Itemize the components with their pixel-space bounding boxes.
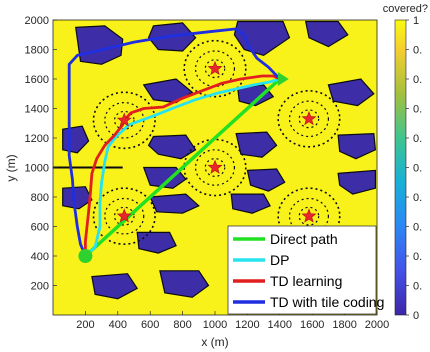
uncovered-region: [75, 25, 124, 65]
colorbar-label: covered?: [383, 3, 428, 15]
y-tick-label: 1600: [25, 74, 49, 86]
colorbar-tick-label: 0.: [413, 163, 422, 175]
x-tick-label: 2000: [365, 319, 389, 331]
colorbar-tick-label: 0.: [413, 74, 422, 86]
uncovered-region: [337, 132, 377, 160]
colorbar-tick-label: 0.: [413, 104, 422, 116]
x-tick-label: 1800: [332, 319, 356, 331]
base-stations: [116, 60, 317, 223]
coverage-ring: [104, 197, 145, 235]
y-axis-ticks: 200 400 600 800 1000 1200 1400 1600 1800 2000: [25, 15, 57, 293]
x-tick-label: 1400: [268, 319, 292, 331]
coverage-ring: [113, 110, 135, 130]
x-axis-ticks: 200 400 600 800 1000 1200 1400 1600 1800 2000: [76, 311, 389, 331]
coverage-ring: [194, 50, 236, 87]
uncovered-region: [246, 168, 286, 192]
x-tick-label: 200: [76, 319, 94, 331]
x-axis-label: x (m): [201, 335, 228, 349]
uncovered-region: [337, 169, 376, 195]
base-station-marker: [301, 208, 317, 223]
colorbar-tick-label: 0.: [413, 133, 422, 145]
uncovered-region: [304, 20, 349, 48]
legend-entry-label: TD learning: [270, 273, 342, 289]
uncovered-region: [147, 134, 197, 160]
series-line-td-with-tile-coding: [67, 27, 282, 258]
y-tick-label: 200: [31, 281, 49, 293]
uncovered-region: [91, 273, 139, 300]
x-tick-label: 1200: [235, 319, 259, 331]
y-tick-label: 1000: [25, 163, 49, 175]
uncovered-region: [159, 270, 210, 298]
start-marker: [78, 249, 93, 263]
y-tick-label: 1200: [25, 133, 49, 145]
uncovered-region: [327, 78, 375, 107]
x-tick-label: 400: [109, 319, 127, 331]
legend-entry-label: DP: [270, 252, 289, 268]
y-tick-label: 1800: [25, 45, 49, 57]
coverage-ring: [204, 158, 226, 177]
colorbar-tick-label: 0.: [413, 251, 422, 263]
series-line-direct-path: [83, 77, 282, 258]
legend-entry-label: TD with tile coding: [270, 294, 384, 310]
plot-area: [53, 20, 377, 315]
path-series: [67, 27, 289, 263]
colorbar-tick-label: 0.: [413, 192, 422, 204]
x-tick-label: 1600: [300, 319, 324, 331]
colorbar-tick-label: 0.: [413, 45, 422, 57]
base-station-marker: [116, 208, 132, 223]
uncovered-region: [149, 193, 200, 214]
y-tick-label: 1400: [25, 104, 49, 116]
x-tick-label: 600: [141, 319, 159, 331]
coverage-ring: [183, 138, 247, 197]
coverage-ring: [194, 149, 236, 186]
colorbar-tick-label: 0.: [413, 281, 422, 293]
colorbar-tick-label: 0.: [413, 222, 422, 234]
y-tick-label: 800: [31, 192, 49, 204]
y-tick-label: 600: [31, 222, 49, 234]
coverage-ring: [298, 206, 320, 226]
coverage-ring: [288, 100, 329, 138]
y-axis-label: y (m): [4, 154, 18, 181]
x-tick-label: 1000: [203, 319, 227, 331]
colorbar-ticks: 0 0. 0. 0. 0. 0. 0. 0. 0. 0. 1: [406, 15, 422, 322]
uncovered-region: [237, 84, 275, 107]
colorbar: covered? 0 0. 0. 0. 0. 0. 0. 0. 0. 0. 1: [383, 3, 428, 322]
coverage-ring: [204, 59, 226, 79]
x-tick-label: 800: [173, 319, 191, 331]
base-station-marker: [301, 110, 317, 126]
coverage-ring: [92, 91, 156, 150]
colorbar-tick-label: 0: [413, 310, 419, 322]
legend-entry-label: Direct path: [270, 231, 338, 247]
base-station-marker: [207, 60, 223, 75]
base-station-marker: [207, 159, 223, 174]
legend: Direct path DP TD learning TD with tile cod…: [227, 225, 384, 315]
uncovered-region: [136, 231, 177, 254]
coverage-ring: [183, 39, 247, 98]
y-tick-label: 2000: [25, 15, 49, 27]
colorbar-gradient: [394, 19, 407, 316]
y-tick-label: 400: [31, 251, 49, 263]
base-station-marker: [116, 112, 132, 127]
coverage-ring: [277, 89, 341, 148]
end-marker: [277, 72, 289, 86]
uncovered-region: [230, 193, 271, 214]
series-line-dp: [84, 77, 282, 258]
coverage-ring: [113, 206, 135, 226]
uncovered-region: [62, 186, 93, 210]
colorbar-tick-label: 1: [413, 15, 419, 27]
coverage-ring: [298, 109, 320, 129]
coverage-ring: [288, 197, 329, 235]
coverage-ring: [92, 187, 156, 246]
